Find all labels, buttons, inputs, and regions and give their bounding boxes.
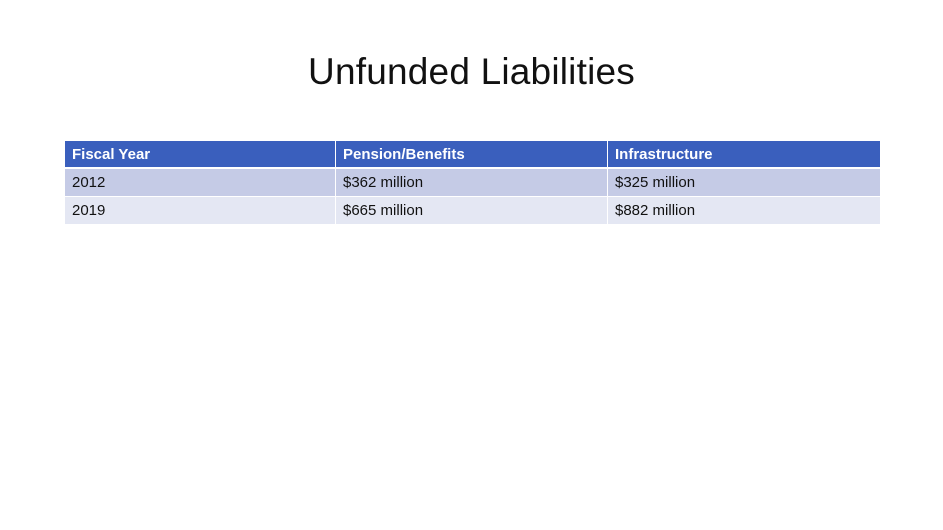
cell-pension-benefits: $362 million [336, 169, 608, 197]
cell-infrastructure: $882 million [608, 197, 880, 225]
cell-fiscal-year: 2019 [65, 197, 336, 225]
header-infrastructure: Infrastructure [608, 141, 880, 169]
table-row: 2012 $362 million $325 million [65, 169, 880, 197]
liabilities-table: Fiscal Year Pension/Benefits Infrastruct… [65, 141, 880, 225]
table-row: 2019 $665 million $882 million [65, 197, 880, 225]
table-header: Fiscal Year Pension/Benefits Infrastruct… [65, 141, 880, 169]
table-header-row: Fiscal Year Pension/Benefits Infrastruct… [65, 141, 880, 169]
cell-pension-benefits: $665 million [336, 197, 608, 225]
header-pension-benefits: Pension/Benefits [336, 141, 608, 169]
cell-infrastructure: $325 million [608, 169, 880, 197]
slide-title: Unfunded Liabilities [308, 51, 635, 92]
header-fiscal-year: Fiscal Year [65, 141, 336, 169]
table-body: 2012 $362 million $325 million 2019 $665… [65, 169, 880, 225]
cell-fiscal-year: 2012 [65, 169, 336, 197]
